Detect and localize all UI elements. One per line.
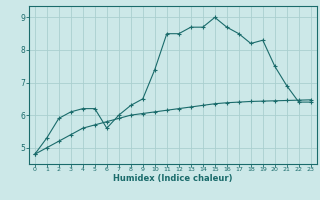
X-axis label: Humidex (Indice chaleur): Humidex (Indice chaleur): [113, 174, 233, 183]
